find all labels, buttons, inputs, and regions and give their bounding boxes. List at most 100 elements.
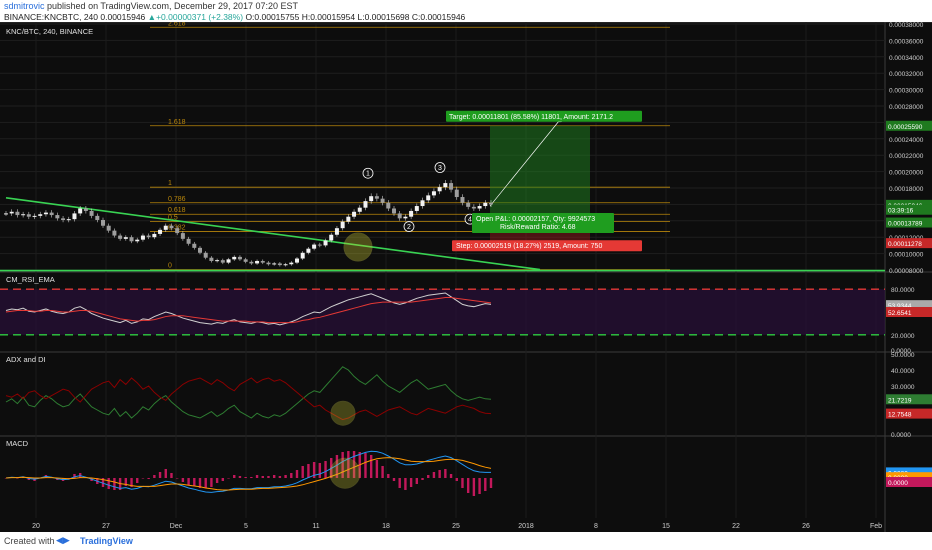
adx-y-tick: 40.0000: [891, 368, 915, 375]
candle-body: [215, 260, 220, 262]
candle-body: [426, 195, 431, 201]
macd-histogram-bar: [381, 466, 384, 478]
candle-body: [237, 256, 242, 260]
macd-histogram-bar: [158, 472, 162, 478]
macd-histogram-bar: [432, 472, 436, 478]
candle-body: [55, 215, 60, 219]
candle-body: [414, 206, 419, 211]
tradingview-logo-icon: ◀▶: [56, 535, 70, 545]
candle-body: [369, 196, 374, 202]
candle-body: [443, 183, 448, 188]
macd-histogram-bar: [215, 478, 219, 483]
candle-body: [392, 208, 396, 214]
price-tag-label: 03:39:16: [888, 208, 914, 215]
candle-body: [295, 258, 299, 263]
candle-body: [431, 191, 436, 196]
macd-histogram-bar: [398, 478, 401, 488]
macd-histogram-bar: [204, 478, 207, 488]
macd-histogram-bar: [375, 460, 379, 478]
candle-body: [95, 215, 100, 220]
candle-body: [220, 260, 225, 263]
x-tick-label: 26: [802, 523, 810, 530]
macd-histogram-bar: [387, 474, 390, 478]
candle-body: [243, 259, 248, 262]
wave-marker-icon: [362, 167, 374, 179]
price-tag-label: 0.00025590: [888, 124, 923, 131]
macd-histogram-bar: [255, 475, 259, 478]
candle-body: [192, 243, 197, 248]
macd-histogram-bar: [141, 478, 145, 479]
y-tick-label: 0.00024000: [889, 137, 924, 144]
x-tick-label: 2018: [518, 523, 534, 530]
macd-histogram-bar: [250, 477, 253, 478]
candle-body: [186, 238, 191, 244]
di-minus-line: [5, 377, 492, 421]
rsi-title: CM_RSI_EMA: [6, 275, 55, 284]
price-change: +0.00000371 (+2.38%): [156, 12, 244, 22]
chart-canvas[interactable]: 0.00038000 0.00036000 0.00034000 0.00032000…: [0, 22, 932, 532]
macd-histogram-bar: [444, 469, 447, 478]
risk-reward-label: Risk/Reward Ratio: 4.68: [500, 224, 576, 231]
candle-body: [471, 206, 476, 209]
chart-background: [0, 22, 932, 532]
candle-body: [374, 196, 379, 199]
fib-level-label: 0: [168, 263, 172, 270]
wave-label: 2: [407, 224, 411, 231]
candle-body: [209, 257, 214, 261]
y-tick-label: 0.00030000: [889, 88, 924, 95]
candle-body: [106, 225, 111, 231]
macd-histogram-bar: [472, 478, 476, 496]
macd-histogram-bar: [352, 451, 356, 478]
macd-histogram-bar: [324, 461, 327, 478]
macd-histogram-bar: [27, 478, 31, 480]
macd-histogram-bar: [107, 478, 110, 489]
candle-body: [232, 256, 237, 260]
candle-body: [26, 214, 31, 217]
macd-histogram-bar: [295, 470, 299, 478]
x-tick-label: 8: [594, 523, 598, 530]
candle-body: [460, 197, 465, 203]
candle-body: [277, 263, 282, 266]
candle-body: [226, 259, 231, 263]
candle-body: [266, 262, 271, 265]
macd-histogram-bar: [175, 478, 179, 479]
indicator-tag: [886, 307, 932, 317]
candle-body: [449, 183, 454, 190]
candle-body: [198, 247, 202, 253]
candle-body: [300, 252, 305, 259]
author-link[interactable]: sdmitrovic: [4, 1, 45, 11]
y-tick-label: 0.00018000: [889, 186, 924, 193]
x-tick-label: 22: [732, 523, 740, 530]
macd-histogram-bar: [301, 466, 304, 478]
candle-body: [420, 200, 425, 207]
fib-level-label: 0.786: [168, 196, 186, 203]
x-tick-label: 5: [244, 523, 248, 530]
x-tick-label: 18: [382, 523, 390, 530]
candle-body: [175, 228, 180, 234]
candle-body: [78, 208, 83, 214]
candle-body: [140, 235, 145, 240]
candle-body: [289, 262, 294, 265]
macd-histogram-bar: [210, 478, 213, 487]
candle-body: [152, 233, 157, 238]
x-tick-label: 15: [662, 523, 670, 530]
candle-body: [409, 210, 414, 217]
candle-body: [72, 213, 77, 220]
price-tag: [886, 238, 932, 249]
macd-histogram-bar: [392, 478, 396, 481]
macd-histogram-bar: [449, 474, 453, 478]
macd-histogram-bar: [438, 470, 441, 478]
last-price: 0.00015946: [100, 12, 146, 22]
up-arrow-icon: ▲: [147, 12, 157, 22]
trend-line: [5, 197, 541, 271]
macd-histogram-bar: [421, 478, 424, 480]
macd-histogram-bar: [147, 478, 150, 479]
indicator-tag-label: 0.0000: [888, 480, 908, 487]
di-plus-line: [5, 366, 492, 419]
candle-body: [363, 201, 368, 208]
macd-histogram-bar: [409, 478, 413, 487]
ohlc-low: L:0.00015698: [357, 12, 410, 22]
macd-histogram-bar: [113, 478, 116, 490]
candle-body: [169, 225, 174, 229]
y-tick-label: 0.00008000: [889, 268, 924, 275]
